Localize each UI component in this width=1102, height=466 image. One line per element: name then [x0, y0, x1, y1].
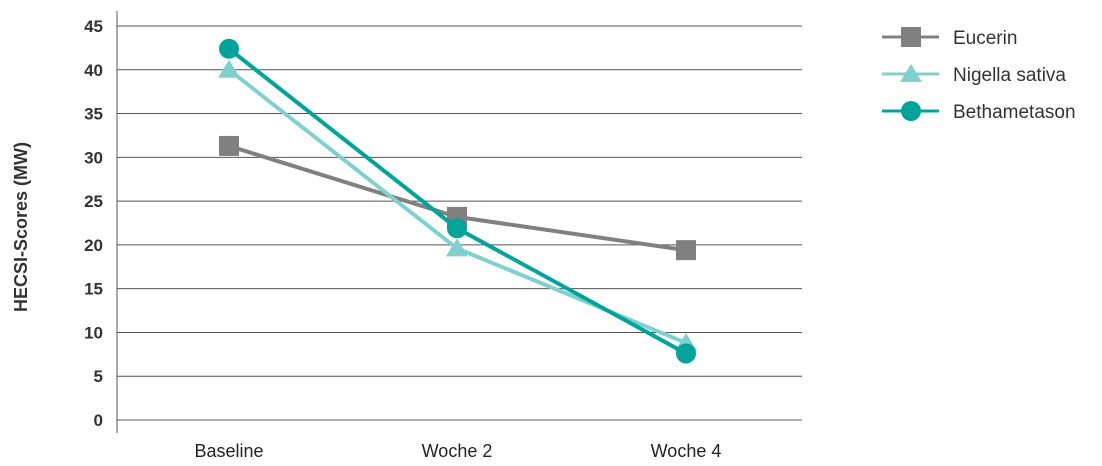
- data-point-square: [901, 27, 921, 47]
- legend-item: Eucerin: [882, 27, 1017, 49]
- y-tick-label: 0: [94, 411, 103, 430]
- data-point-triangle: [446, 238, 468, 257]
- legend-item: Bethametason: [882, 101, 1076, 123]
- y-tick-label: 25: [84, 192, 103, 211]
- series-eucerin: [219, 135, 696, 261]
- y-tick-label: 5: [94, 367, 103, 386]
- legend-label: Eucerin: [953, 28, 1017, 49]
- series-bethametason: [219, 38, 696, 364]
- y-tick-label: 35: [84, 105, 103, 124]
- y-tick-labels: 0 5 10 15 20 25 30 35 40 45: [84, 17, 103, 430]
- y-tick-label: 45: [84, 17, 103, 36]
- data-point-triangle: [900, 64, 922, 82]
- data-point-square: [676, 240, 696, 261]
- x-tick-labels: Baseline Woche 2 Woche 4: [194, 441, 721, 461]
- data-point-square: [219, 135, 239, 156]
- data-point-circle: [676, 343, 696, 364]
- data-point-circle: [447, 218, 467, 239]
- x-tick-label: Baseline: [194, 441, 263, 461]
- legend: Eucerin Nigella sativa Bethametason: [882, 27, 1076, 123]
- series-line: [227, 68, 687, 345]
- y-tick-label: 30: [84, 148, 103, 167]
- y-tick-label: 10: [84, 323, 103, 342]
- x-tick-label: Woche 4: [651, 441, 722, 461]
- y-tick-label: 20: [84, 236, 103, 255]
- x-tick-label: Woche 2: [422, 441, 493, 461]
- data-point-circle: [901, 101, 921, 121]
- gridlines: [117, 25, 802, 377]
- legend-label: Nigella sativa: [953, 65, 1066, 86]
- series-nigella-sativa: [218, 59, 697, 351]
- y-tick-label: 40: [84, 61, 103, 80]
- y-tick-label: 15: [84, 280, 103, 299]
- y-axis-label: HECSI-Scores (MW): [11, 142, 31, 312]
- series-group: [218, 38, 697, 364]
- axes: [116, 11, 802, 433]
- data-point-triangle: [218, 59, 240, 78]
- legend-item: Nigella sativa: [882, 64, 1066, 86]
- legend-label: Bethametason: [953, 102, 1076, 123]
- data-point-circle: [219, 38, 239, 59]
